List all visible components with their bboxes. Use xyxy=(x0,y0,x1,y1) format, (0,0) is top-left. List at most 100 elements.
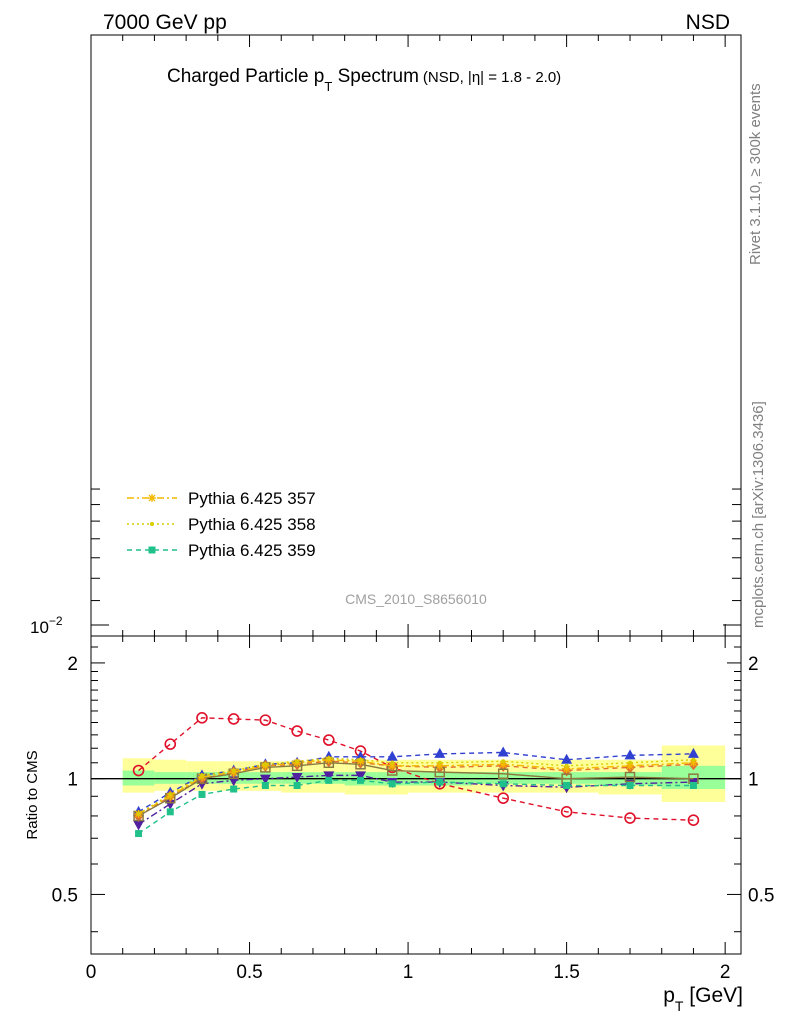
band-green xyxy=(154,772,187,784)
data-point xyxy=(628,760,633,765)
y-tick-label: 0.5 xyxy=(52,885,78,906)
series-7 xyxy=(135,776,697,838)
legend-label: Pythia 6.425 357 xyxy=(188,489,316,508)
series-line xyxy=(138,760,694,817)
data-point xyxy=(355,771,367,782)
x-tick-label: 0.5 xyxy=(236,962,262,983)
data-point xyxy=(689,782,697,790)
data-point xyxy=(291,725,303,737)
data-point xyxy=(323,734,335,746)
data-point xyxy=(386,750,398,761)
data-point xyxy=(261,782,269,790)
series-line xyxy=(138,779,694,835)
data-point xyxy=(436,778,444,786)
data-point xyxy=(687,814,700,826)
ratio-ylabel: Ratio to CMS xyxy=(24,750,41,839)
legend: Pythia 6.425 357 Pythia 6.425 358 Pythia 6… xyxy=(127,489,316,560)
data-point xyxy=(560,806,573,818)
ratio-ticks: 0 0.5 1 1.5 2 0.5 0.5 1 1 2 2 xyxy=(52,636,774,983)
data-point xyxy=(501,759,506,764)
data-point xyxy=(166,808,174,816)
data-point xyxy=(497,792,509,804)
data-point xyxy=(259,774,271,785)
series-0 xyxy=(132,711,700,826)
band-green xyxy=(661,765,726,790)
data-point xyxy=(691,757,696,762)
series-line xyxy=(138,751,694,813)
watermark: CMS_2010_S8656010 xyxy=(345,591,487,607)
data-point xyxy=(325,776,333,784)
data-point xyxy=(198,790,206,798)
y-tick-label-right: 2 xyxy=(748,654,759,675)
data-point xyxy=(132,764,145,777)
data-point xyxy=(326,756,331,761)
data-point xyxy=(689,758,698,767)
main-title: Charged Particle pT Spectrum (NSD, |η| = … xyxy=(167,66,561,94)
data-point xyxy=(562,764,571,773)
data-point xyxy=(497,746,509,757)
data-point xyxy=(227,713,240,725)
data-point xyxy=(168,792,173,797)
data-point xyxy=(295,759,300,764)
data-point xyxy=(564,763,569,768)
data-point xyxy=(624,812,636,824)
data-point xyxy=(358,757,363,762)
header-right: NSD xyxy=(686,11,730,34)
series-line xyxy=(138,759,694,815)
mcplots-label: mcplots.cern.ch [arXiv:1306.3436] xyxy=(750,401,767,628)
main-y-ticks xyxy=(90,35,741,636)
legend-entry: Pythia 6.425 358 xyxy=(127,515,316,534)
data-point xyxy=(323,771,335,782)
y-tick-label-right: 1 xyxy=(748,770,759,791)
data-point xyxy=(624,771,636,783)
legend-marker xyxy=(148,546,156,554)
legend-entry: Pythia 6.425 359 xyxy=(127,541,316,560)
data-point xyxy=(263,762,268,767)
x-tick-label: 2 xyxy=(720,962,731,983)
data-point xyxy=(230,785,238,793)
title-main: Charged Particle p xyxy=(167,66,324,87)
data-point xyxy=(434,747,446,758)
header-left: 7000 GeV pp xyxy=(103,11,227,34)
band-green xyxy=(534,772,599,784)
rivet-label: Rivet 3.1.10, ≥ 300k events xyxy=(747,83,764,265)
series-line xyxy=(138,774,694,826)
legend-label: Pythia 6.425 359 xyxy=(188,541,316,560)
data-point xyxy=(388,761,397,770)
ratio-frame xyxy=(90,635,742,955)
data-point xyxy=(687,747,699,758)
x-tick-label: 1.5 xyxy=(553,962,579,983)
title-extra: (NSD, |η| = 1.8 - 2.0) xyxy=(423,69,561,86)
data-point xyxy=(196,779,208,790)
data-point xyxy=(164,738,177,750)
data-point xyxy=(561,753,573,764)
series-6 xyxy=(136,756,696,816)
data-point xyxy=(390,760,395,765)
data-point xyxy=(563,782,571,790)
legend-marker xyxy=(150,522,154,526)
legend-marker xyxy=(148,494,156,502)
main-panel: 10−2 Charged Particle pT Spectrum (NSD, |… xyxy=(30,34,742,637)
data-point xyxy=(133,820,145,831)
series-line xyxy=(138,762,694,817)
band-green xyxy=(122,770,155,786)
data-point xyxy=(435,761,444,770)
data-point xyxy=(196,711,208,724)
legend-entry: Pythia 6.425 357 xyxy=(127,489,316,508)
x-tick-label: 0 xyxy=(86,962,97,983)
main-ytick-label: 10−2 xyxy=(30,614,63,637)
data-point xyxy=(259,714,272,726)
ratio-series xyxy=(132,711,700,838)
svg-text:Charged Particle pT Spectrum(N: Charged Particle pT Spectrum (NSD, |η| = … xyxy=(167,66,561,94)
data-point xyxy=(291,773,303,784)
title-sub: T xyxy=(324,79,332,94)
data-point xyxy=(437,760,442,765)
y-tick-label-right: 0.5 xyxy=(748,885,774,906)
data-point xyxy=(231,768,236,773)
data-point xyxy=(497,768,509,779)
data-point xyxy=(626,782,634,790)
data-point xyxy=(199,773,204,778)
y-tick-label: 1 xyxy=(67,770,78,791)
data-point xyxy=(357,776,365,784)
